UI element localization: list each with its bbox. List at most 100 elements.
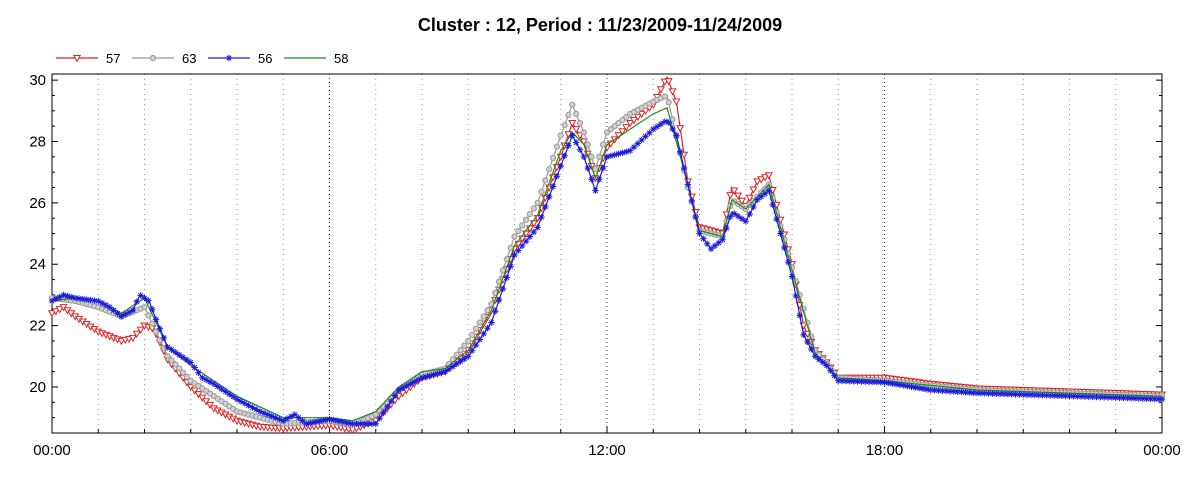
data-point	[191, 364, 198, 371]
data-point	[345, 419, 352, 427]
data-point	[476, 319, 483, 326]
data-point	[145, 297, 152, 304]
data-point	[519, 222, 526, 229]
series-56	[48, 118, 1166, 427]
data-point	[307, 419, 314, 427]
data-point	[611, 123, 618, 130]
data-point	[584, 164, 591, 172]
data-point	[757, 176, 766, 184]
data-point	[526, 211, 534, 218]
data-point	[522, 216, 530, 223]
data-point	[823, 362, 830, 369]
data-point	[376, 414, 383, 422]
y-tick-label: 28	[29, 134, 46, 151]
data-point	[214, 383, 221, 390]
data-point	[653, 123, 661, 130]
data-point	[989, 390, 996, 397]
data-point	[650, 126, 657, 133]
data-point	[664, 78, 673, 86]
data-point	[136, 326, 145, 334]
data-point	[765, 187, 773, 194]
data-point	[576, 146, 584, 153]
data-point	[919, 385, 927, 392]
data-point	[465, 353, 472, 360]
data-point	[719, 236, 726, 243]
data-point	[1047, 392, 1054, 399]
data-point	[472, 341, 480, 349]
data-point	[738, 215, 746, 222]
data-point	[565, 142, 572, 149]
data-point	[453, 351, 460, 358]
data-point	[618, 128, 627, 136]
data-point	[542, 177, 549, 184]
data-point	[1054, 392, 1062, 399]
data-point	[588, 176, 595, 183]
data-point	[592, 166, 599, 173]
data-point	[168, 346, 175, 353]
data-point	[900, 382, 907, 389]
data-point	[492, 308, 499, 315]
data-point	[665, 99, 672, 106]
data-point	[565, 111, 572, 119]
data-point	[538, 188, 545, 195]
grid	[97, 74, 1117, 433]
data-point	[545, 193, 553, 200]
data-point	[692, 213, 699, 221]
data-point	[904, 383, 911, 390]
data-point	[599, 164, 607, 172]
data-point	[746, 210, 753, 218]
data-point	[1158, 396, 1166, 403]
data-point	[796, 312, 803, 319]
data-point	[522, 238, 530, 245]
data-point	[676, 125, 685, 133]
data-point	[149, 306, 156, 313]
data-point	[205, 401, 215, 410]
data-point	[912, 384, 919, 391]
x-tick-label: 06:00	[311, 442, 349, 459]
data-point	[461, 342, 468, 349]
data-point	[519, 242, 526, 250]
legend-item-56: 56	[208, 51, 272, 66]
data-point	[727, 213, 734, 220]
data-point	[669, 125, 676, 133]
data-point	[334, 417, 341, 424]
data-point	[726, 192, 735, 200]
data-point	[218, 385, 225, 393]
data-point	[190, 387, 199, 395]
y-tick-label: 22	[29, 318, 46, 335]
data-point	[777, 230, 784, 237]
data-point	[164, 353, 171, 360]
data-point	[579, 138, 588, 146]
y-tick-label: 20	[29, 379, 46, 396]
data-point	[299, 417, 306, 424]
data-point	[908, 383, 915, 391]
data-point	[233, 396, 241, 403]
data-point	[760, 174, 770, 182]
data-point	[407, 380, 414, 388]
data-point	[511, 233, 518, 240]
data-point	[465, 337, 472, 345]
data-point	[195, 369, 202, 376]
data-point	[885, 379, 892, 387]
data-point	[322, 416, 329, 424]
data-point	[542, 203, 549, 211]
data-point	[792, 292, 800, 300]
data-point	[630, 143, 638, 151]
data-point	[1062, 392, 1069, 400]
data-point	[55, 306, 64, 314]
data-point	[75, 295, 83, 302]
data-point	[557, 132, 564, 139]
data-point	[229, 393, 237, 400]
data-point	[1066, 392, 1073, 400]
axes	[51, 73, 1163, 434]
data-point	[132, 330, 141, 339]
data-point	[764, 172, 773, 180]
data-point	[1131, 395, 1139, 402]
data-point	[484, 324, 491, 332]
data-point	[734, 212, 742, 220]
data-point	[168, 357, 175, 364]
data-point	[622, 124, 631, 132]
series-layer	[47, 75, 1167, 435]
data-point	[534, 224, 541, 231]
data-point	[865, 378, 873, 386]
